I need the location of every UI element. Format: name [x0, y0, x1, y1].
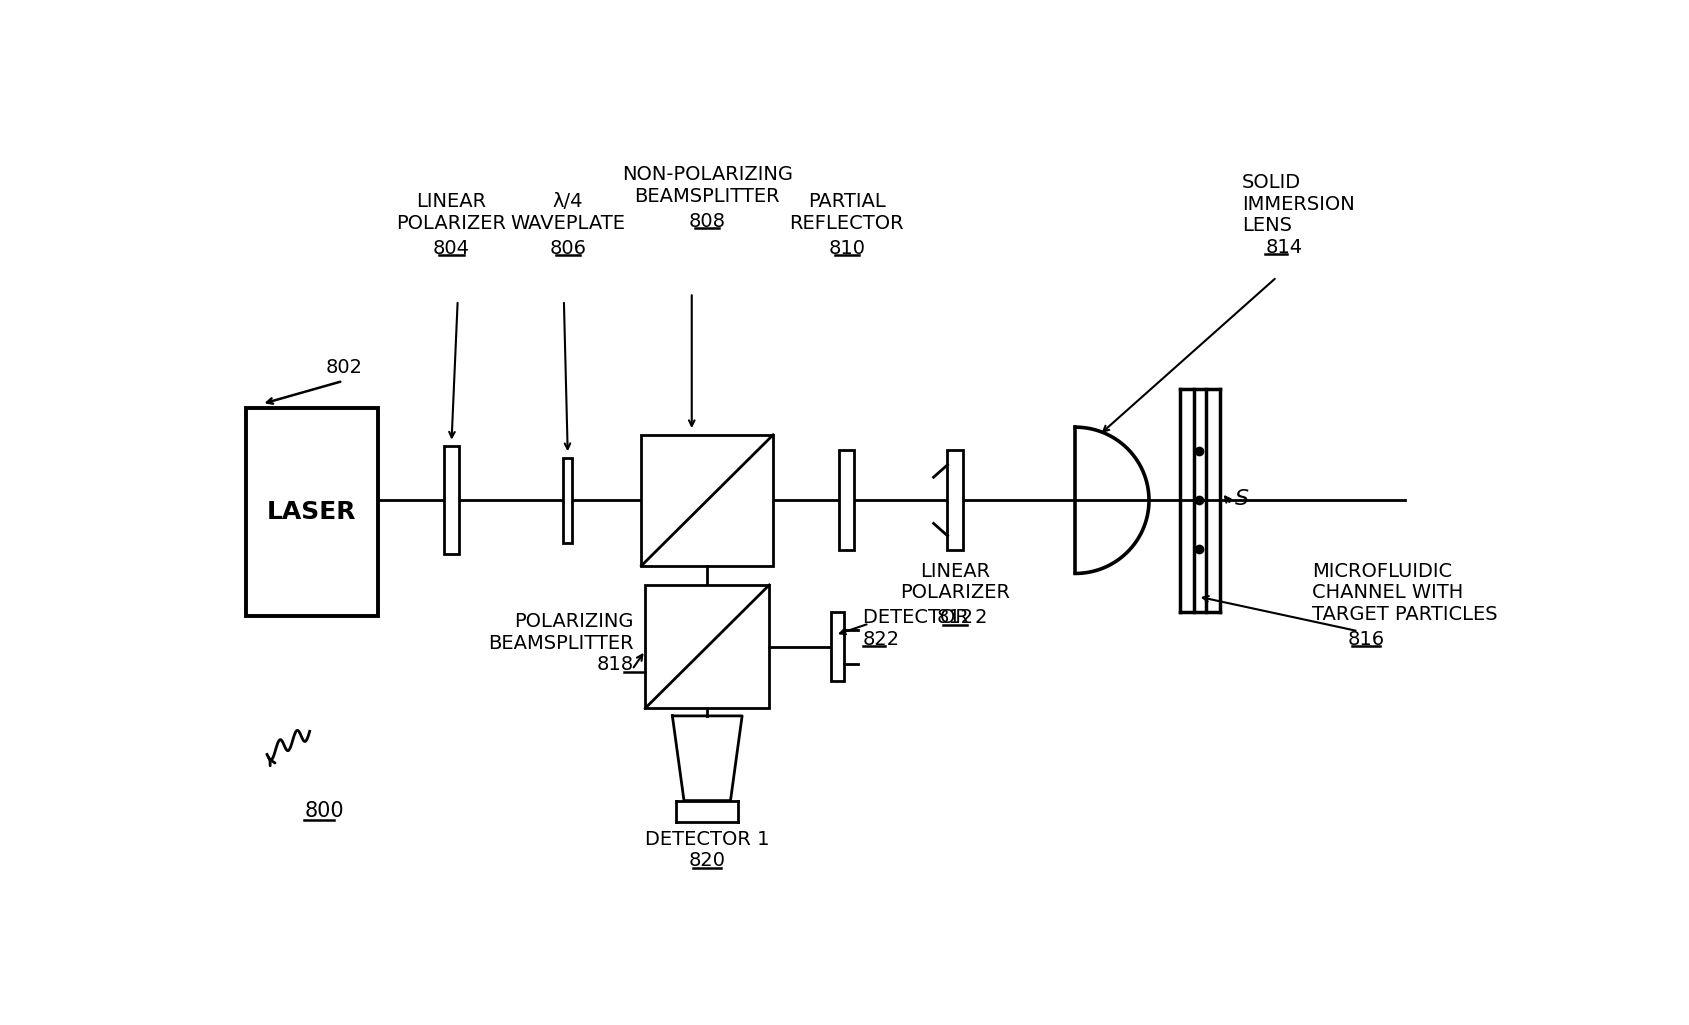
Text: 814: 814	[1265, 238, 1302, 256]
Text: 818: 818	[596, 655, 633, 674]
Text: SOLID: SOLID	[1241, 173, 1301, 192]
Text: CHANNEL WITH: CHANNEL WITH	[1311, 583, 1463, 603]
Text: POLARIZER: POLARIZER	[900, 583, 1010, 603]
Text: 816: 816	[1346, 629, 1383, 649]
Text: MICROFLUIDIC: MICROFLUIDIC	[1311, 562, 1451, 581]
Bar	[562, 458, 573, 542]
Text: IMMERSION: IMMERSION	[1241, 195, 1355, 213]
Bar	[948, 450, 963, 550]
Text: LASER: LASER	[267, 500, 356, 524]
Text: BEAMSPLITTER: BEAMSPLITTER	[488, 633, 633, 653]
Text: REFLECTOR: REFLECTOR	[789, 214, 904, 233]
Text: LINEAR: LINEAR	[919, 562, 990, 581]
Text: 822: 822	[863, 629, 900, 649]
Text: WAVEPLATE: WAVEPLATE	[510, 214, 625, 233]
Text: DETECTOR 1: DETECTOR 1	[645, 830, 768, 849]
Text: LENS: LENS	[1241, 216, 1290, 235]
Bar	[247, 408, 378, 616]
Text: LINEAR: LINEAR	[415, 193, 486, 211]
Text: NON-POLARIZING: NON-POLARIZING	[622, 165, 792, 184]
Text: 808: 808	[689, 211, 725, 231]
Text: DETECTOR 2: DETECTOR 2	[863, 608, 986, 627]
Bar	[831, 612, 843, 682]
Text: 806: 806	[549, 239, 586, 257]
Text: 804: 804	[432, 239, 470, 257]
Text: PARTIAL: PARTIAL	[807, 193, 885, 211]
Text: POLARIZER: POLARIZER	[397, 214, 507, 233]
Text: λ/4: λ/4	[552, 193, 583, 211]
Text: BEAMSPLITTER: BEAMSPLITTER	[633, 187, 780, 206]
Text: TARGET PARTICLES: TARGET PARTICLES	[1311, 605, 1496, 624]
Bar	[645, 585, 768, 708]
Text: 812: 812	[936, 608, 973, 627]
Text: 800: 800	[304, 801, 343, 821]
Bar	[444, 447, 459, 555]
Bar	[838, 450, 855, 550]
Text: 802: 802	[326, 358, 363, 377]
Text: POLARIZING: POLARIZING	[513, 612, 633, 631]
Text: S: S	[1235, 489, 1248, 508]
Text: 820: 820	[689, 852, 725, 870]
Text: 810: 810	[828, 239, 865, 257]
Bar	[642, 435, 772, 566]
